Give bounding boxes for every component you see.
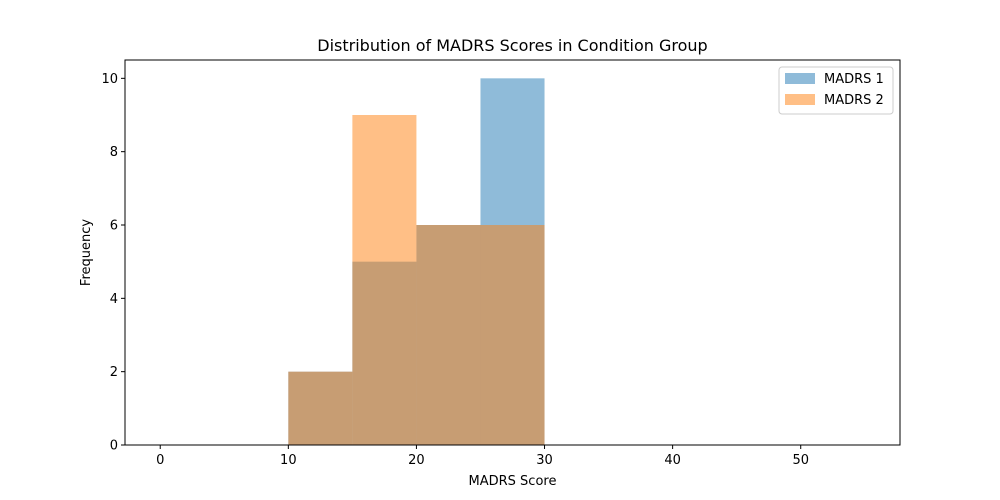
plot-area-frame (124, 59, 901, 446)
x-tick-label: 50 (792, 453, 809, 468)
bar-series2-bin4 (480, 225, 545, 445)
x-tick-label: 40 (664, 453, 681, 468)
y-tick-label: 0 (110, 439, 118, 454)
bar-series2-bin2 (352, 115, 417, 445)
y-tick-label: 10 (101, 72, 118, 87)
y-tick-label: 4 (110, 292, 118, 307)
y-axis-label: Frequency (79, 219, 94, 286)
legend-label-1: MADRS 1 (824, 72, 884, 87)
x-tick-label: 0 (156, 453, 164, 468)
y-tick-label: 2 (110, 365, 118, 380)
chart-title: Distribution of MADRS Scores in Conditio… (317, 36, 707, 55)
legend-label-2: MADRS 2 (824, 93, 884, 108)
y-axis: 0 2 4 6 8 10 (101, 72, 125, 454)
x-axis-label: MADRS Score (469, 474, 557, 489)
x-tick-label: 10 (280, 453, 297, 468)
x-tick-label: 20 (408, 453, 425, 468)
legend-swatch-2 (785, 94, 815, 105)
bars-layer (288, 78, 545, 445)
x-axis: 0 10 20 30 40 50 (156, 445, 809, 468)
x-tick-label: 30 (536, 453, 553, 468)
y-tick-label: 6 (110, 219, 118, 234)
bar-series2-bin3 (416, 225, 481, 445)
bar-series2-bin1 (288, 371, 353, 445)
legend-swatch-1 (785, 73, 815, 84)
legend: MADRS 1 MADRS 2 (778, 66, 894, 115)
y-tick-label: 8 (110, 145, 118, 160)
